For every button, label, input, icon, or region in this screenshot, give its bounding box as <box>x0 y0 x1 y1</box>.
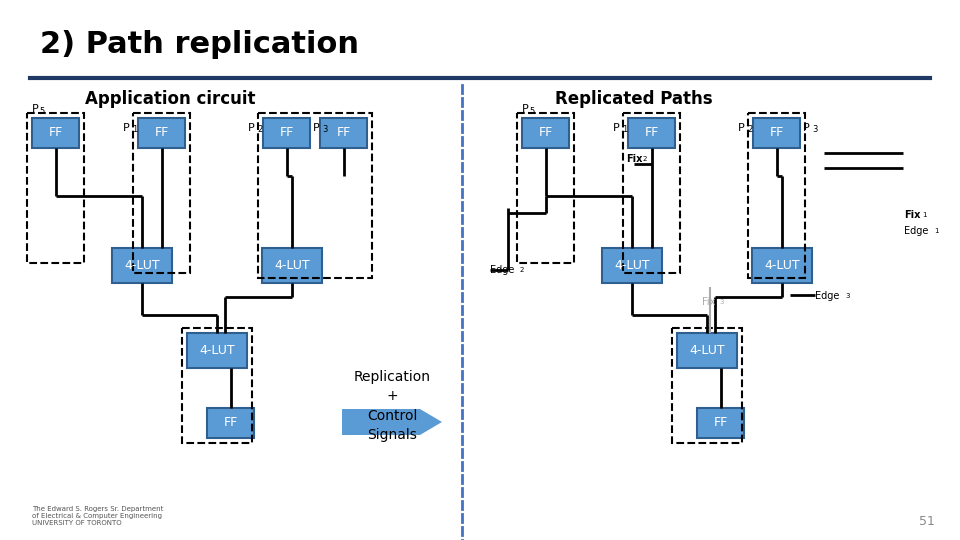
Text: 4-LUT: 4-LUT <box>614 259 650 272</box>
Text: 2: 2 <box>643 156 647 162</box>
Text: P: P <box>123 123 130 133</box>
Text: Edge: Edge <box>490 265 515 275</box>
Text: Fix: Fix <box>702 297 715 307</box>
Text: FF: FF <box>279 126 294 139</box>
Text: 4-LUT: 4-LUT <box>124 259 159 272</box>
Text: 3: 3 <box>322 125 327 134</box>
Text: 51: 51 <box>919 515 935 528</box>
Text: Fix: Fix <box>626 154 642 164</box>
FancyArrow shape <box>342 409 442 435</box>
Text: P: P <box>613 123 620 133</box>
Text: P: P <box>313 123 320 133</box>
FancyBboxPatch shape <box>207 408 254 438</box>
FancyBboxPatch shape <box>602 248 662 283</box>
Text: Edge: Edge <box>904 226 928 236</box>
Text: Replication
+
Control
Signals: Replication + Control Signals <box>353 370 430 442</box>
Text: FF: FF <box>539 126 553 139</box>
Text: P: P <box>738 123 745 133</box>
FancyBboxPatch shape <box>752 248 812 283</box>
Text: 4-LUT: 4-LUT <box>689 344 725 357</box>
Text: 4-LUT: 4-LUT <box>199 344 235 357</box>
Text: Fix: Fix <box>904 210 921 220</box>
Text: P: P <box>32 104 38 114</box>
Text: Application circuit: Application circuit <box>85 90 255 108</box>
Text: 1: 1 <box>922 212 926 218</box>
Text: 1: 1 <box>934 228 939 234</box>
Text: 2: 2 <box>257 125 262 134</box>
FancyBboxPatch shape <box>262 248 322 283</box>
FancyBboxPatch shape <box>263 118 310 148</box>
FancyBboxPatch shape <box>138 118 185 148</box>
Text: FF: FF <box>48 126 62 139</box>
Text: 3: 3 <box>719 299 724 305</box>
Text: Replicated Paths: Replicated Paths <box>555 90 712 108</box>
Text: 4-LUT: 4-LUT <box>764 259 800 272</box>
Text: FF: FF <box>155 126 169 139</box>
Text: 2: 2 <box>747 125 753 134</box>
FancyBboxPatch shape <box>628 118 675 148</box>
Text: 2: 2 <box>520 267 524 273</box>
Text: 1: 1 <box>622 125 627 134</box>
Text: P: P <box>522 104 529 114</box>
Text: 1: 1 <box>132 125 137 134</box>
FancyBboxPatch shape <box>753 118 800 148</box>
Text: Edge: Edge <box>815 291 839 301</box>
FancyBboxPatch shape <box>32 118 79 148</box>
Text: FF: FF <box>769 126 783 139</box>
Text: P: P <box>803 123 809 133</box>
FancyBboxPatch shape <box>522 118 569 148</box>
Text: 3: 3 <box>845 293 850 299</box>
Text: 3: 3 <box>812 125 817 134</box>
Text: P: P <box>248 123 254 133</box>
FancyBboxPatch shape <box>320 118 367 148</box>
Text: 5: 5 <box>529 107 535 116</box>
FancyBboxPatch shape <box>677 333 737 368</box>
FancyBboxPatch shape <box>112 248 172 283</box>
Text: 5: 5 <box>39 107 44 116</box>
Text: FF: FF <box>713 416 728 429</box>
Text: FF: FF <box>224 416 238 429</box>
Text: FF: FF <box>644 126 659 139</box>
Text: FF: FF <box>336 126 350 139</box>
Text: 2) Path replication: 2) Path replication <box>40 30 359 59</box>
Text: The Edward S. Rogers Sr. Department
of Electrical & Computer Engineering
UNIVERS: The Edward S. Rogers Sr. Department of E… <box>32 506 163 526</box>
FancyBboxPatch shape <box>697 408 744 438</box>
Text: 4-LUT: 4-LUT <box>275 259 310 272</box>
FancyBboxPatch shape <box>187 333 247 368</box>
